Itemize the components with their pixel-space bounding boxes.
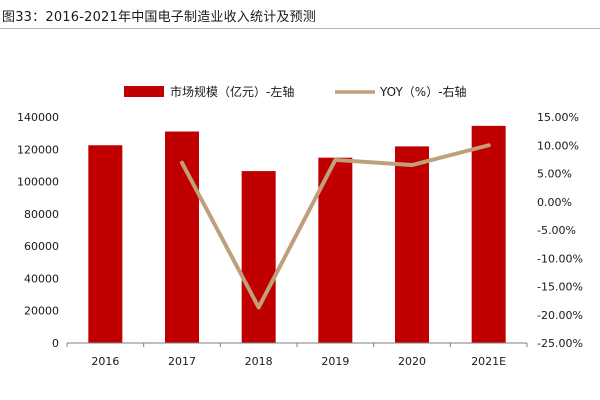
right-tick-label: 15.00% [537,111,579,124]
legend-bar-swatch [124,86,164,97]
left-tick-label: 100000 [17,176,59,189]
x-tick-label: 2020 [398,355,426,368]
x-tick-label: 2021E [471,355,506,368]
right-tick-label: 0.00% [537,196,572,209]
right-tick-label: 5.00% [537,168,572,181]
bar-2016 [88,145,123,343]
right-tick-label: -20.00% [537,309,583,322]
x-tick-label: 2018 [245,355,273,368]
bar-2018 [241,171,276,343]
left-tick-label: 40000 [24,272,59,285]
right-axis-ticks: -25.00% -20.00% -15.00% -10.00% -5.00% 0.00% 5… [537,111,583,350]
bar-2019 [318,157,353,343]
left-tick-label: 80000 [24,208,59,221]
yoy-line-series [180,143,491,310]
x-tick-label: 2016 [91,355,119,368]
left-tick-label: 0 [52,337,59,350]
chart-title: 图33：2016-2021年中国电子制造业收入统计及预测 [2,10,317,25]
axes [66,342,528,347]
right-tick-label: -15.00% [537,281,583,294]
x-tick-label: 2019 [321,355,349,368]
title-divider [0,28,600,29]
left-tick-label: 120000 [17,143,59,156]
right-tick-label: 10.00% [537,139,579,152]
right-tick-label: -5.00% [537,224,576,237]
right-tick-label: -25.00% [537,337,583,350]
x-axis-ticks: 2016 2017 2018 2019 2020 2021E [91,355,506,368]
left-tick-label: 140000 [17,111,59,124]
legend-line-label: YOY（%）-右轴 [379,84,467,99]
x-tick-label: 2017 [168,355,196,368]
legend: 市场规模（亿元）-左轴 YOY（%）-右轴 [124,84,467,99]
right-tick-label: -10.00% [537,252,583,265]
legend-bar-label: 市场规模（亿元）-左轴 [170,84,294,99]
bar-series [88,125,506,343]
bar-2020 [395,146,429,343]
bar-2021E [471,125,506,343]
left-tick-label: 60000 [24,240,59,253]
left-axis-ticks: 0 20000 40000 60000 80000 100000 120000 140000 [17,111,59,350]
left-tick-label: 20000 [24,305,59,318]
